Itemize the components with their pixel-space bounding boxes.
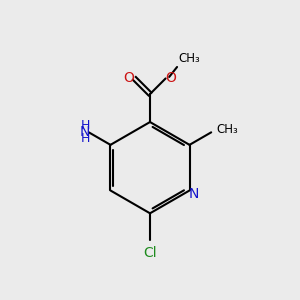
Text: N: N [80,125,91,139]
Text: H: H [81,119,90,132]
Text: H: H [81,132,90,145]
Text: CH₃: CH₃ [178,52,200,65]
Text: O: O [166,71,176,85]
Text: Cl: Cl [143,246,157,260]
Text: O: O [124,71,134,85]
Text: N: N [188,187,199,201]
Text: CH₃: CH₃ [217,124,238,136]
